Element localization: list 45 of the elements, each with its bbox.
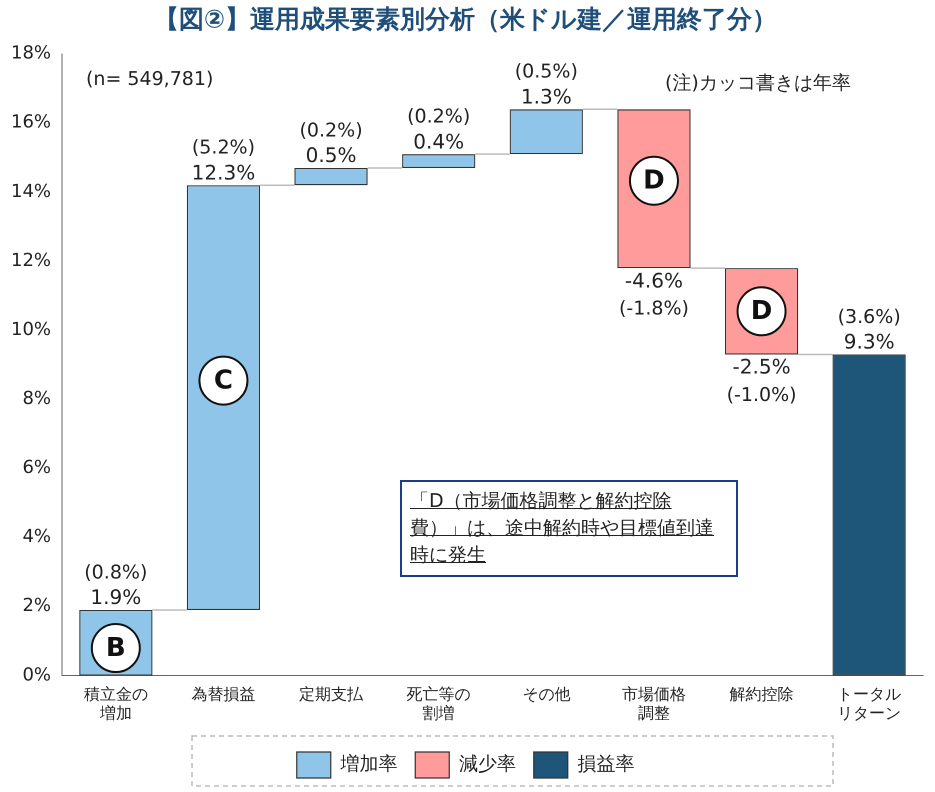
- annotation: (0.8%): [84, 561, 148, 584]
- data-label: 1.9%: [90, 585, 142, 610]
- annotation: (-1.0%): [726, 384, 797, 406]
- annotation: (5.2%): [192, 136, 255, 159]
- x-tick-label: 為替損益: [191, 684, 256, 704]
- data-label: 0.5%: [306, 143, 356, 168]
- y-tick-label: 0%: [22, 664, 52, 686]
- x-tick-label: 死亡等の割増: [406, 684, 471, 723]
- y-tick-label: 14%: [10, 180, 52, 202]
- annotation: 「D（市場価格調整と解約控除費）」は、途中解約時や目標値到達時に発生: [400, 480, 738, 577]
- data-label: -4.6%: [624, 268, 683, 292]
- y-tick-label: 12%: [10, 250, 52, 271]
- legend-label: 減少率: [458, 752, 516, 775]
- annotation: C: [214, 365, 233, 396]
- y-tick-label: 6%: [22, 457, 52, 478]
- annotation: D: [750, 296, 772, 326]
- x-tick-label: 解約控除: [730, 684, 794, 704]
- y-tick-label: 8%: [22, 388, 52, 410]
- x-tick-label: 積立金の増加: [84, 684, 148, 723]
- y-tick-label: 10%: [10, 318, 52, 340]
- data-label: -2.5%: [732, 354, 791, 379]
- annotation: (注)カッコ書きは年率: [665, 71, 851, 96]
- data-label: 12.3%: [192, 160, 256, 184]
- data-label: 1.3%: [520, 84, 572, 108]
- x-tick-label: その他: [522, 684, 570, 704]
- y-tick-label: 2%: [22, 595, 52, 616]
- y-tick-label: 18%: [10, 42, 52, 64]
- data-label: 0.4%: [413, 129, 464, 154]
- x-tick-label: トータルリターン: [837, 684, 902, 723]
- y-tick-label: 16%: [10, 112, 52, 133]
- annotation: B: [106, 632, 126, 663]
- x-tick-label: 市場価格調整: [622, 684, 686, 723]
- annotation: D: [643, 165, 665, 196]
- annotation: (0.2%): [300, 119, 363, 142]
- legend-label: 増加率: [339, 752, 398, 775]
- annotation: (n= 549,781): [86, 68, 214, 90]
- annotation: (0.5%): [514, 60, 578, 83]
- y-tick-label: 4%: [22, 526, 52, 548]
- chart-title: 【図②】運用成果要素別分析（米ドル建／運用終了分）: [154, 4, 778, 34]
- annotation: (-1.8%): [618, 298, 689, 320]
- annotation: (0.2%): [407, 106, 470, 128]
- data-label: 9.3%: [844, 330, 895, 354]
- legend-label: 損益率: [577, 752, 634, 775]
- x-tick-label: 定期支払: [299, 684, 364, 704]
- annotation: (3.6%): [838, 306, 901, 328]
